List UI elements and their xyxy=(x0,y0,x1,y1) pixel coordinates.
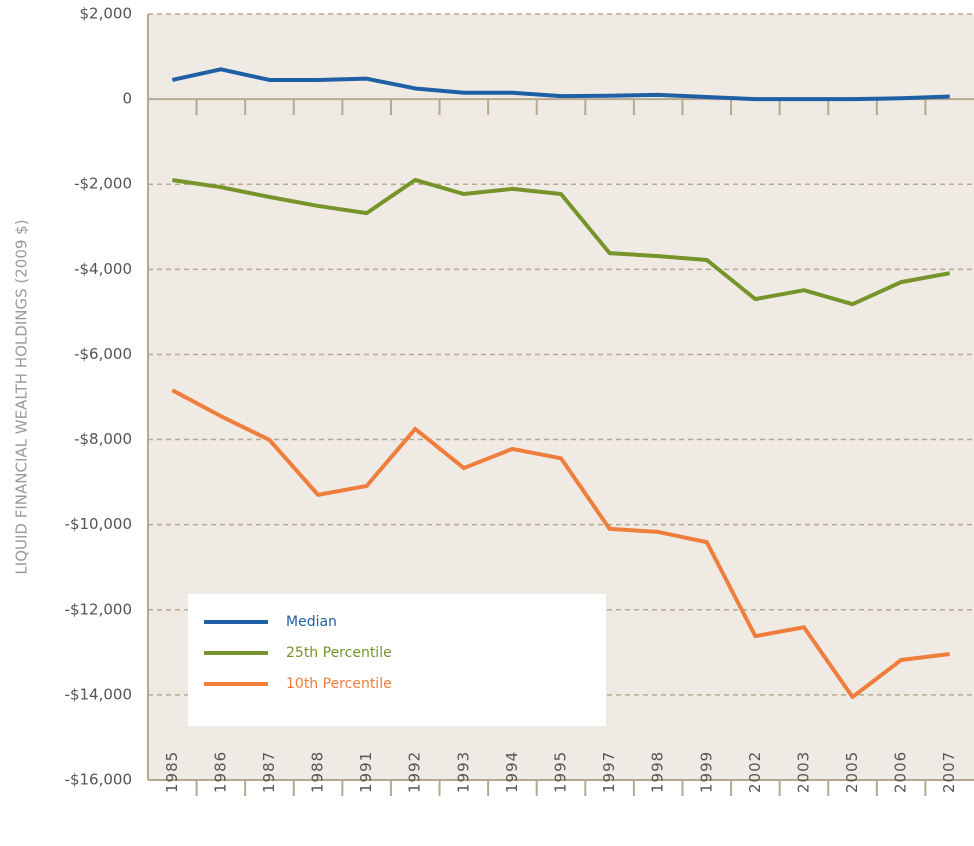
x-tick-label: 2003 xyxy=(794,751,812,793)
y-tick-label: -$6,000 xyxy=(74,345,132,363)
y-tick-label: -$16,000 xyxy=(65,771,132,789)
x-tick-label: 1987 xyxy=(260,751,278,793)
y-tick-label: -$8,000 xyxy=(74,430,132,448)
y-tick-label: -$2,000 xyxy=(74,175,132,193)
x-tick-label: 1986 xyxy=(211,751,229,793)
x-tick-label: 1999 xyxy=(697,751,715,793)
series-line xyxy=(171,177,951,307)
y-tick-label: -$12,000 xyxy=(65,600,132,618)
series-line xyxy=(171,388,950,700)
x-tick-label: 1998 xyxy=(649,751,667,793)
x-tick-label: 2006 xyxy=(892,751,910,793)
legend-label: 10th Percentile xyxy=(286,676,392,692)
legend-label: Median xyxy=(286,614,337,630)
y-tick-label: -$14,000 xyxy=(65,685,132,703)
x-tick-label: 1997 xyxy=(600,751,618,793)
series-line xyxy=(171,67,950,102)
x-tick-label: 1988 xyxy=(309,751,327,793)
x-tick-label: 2002 xyxy=(746,751,764,793)
x-tick-label: 1985 xyxy=(163,751,181,793)
x-tick-label: 1992 xyxy=(406,751,424,793)
legend-label: 25th Percentile xyxy=(286,645,392,661)
x-tick-label: 1994 xyxy=(503,751,521,793)
legend-box xyxy=(188,594,606,726)
y-tick-label: $2,000 xyxy=(80,5,133,23)
x-tick-label: 2005 xyxy=(843,751,861,793)
y-tick-label: -$4,000 xyxy=(74,260,132,278)
x-tick-label: 2007 xyxy=(940,751,958,793)
x-tick-label: 1995 xyxy=(552,751,570,793)
y-axis-label: LIQUID FINANCIAL WEALTH HOLDINGS (2009 $… xyxy=(13,219,31,574)
x-tick-label: 1993 xyxy=(454,751,472,793)
y-tick-label: -$10,000 xyxy=(65,515,132,533)
y-tick-label: 0 xyxy=(122,90,132,108)
x-tick-label: 1991 xyxy=(357,751,375,793)
